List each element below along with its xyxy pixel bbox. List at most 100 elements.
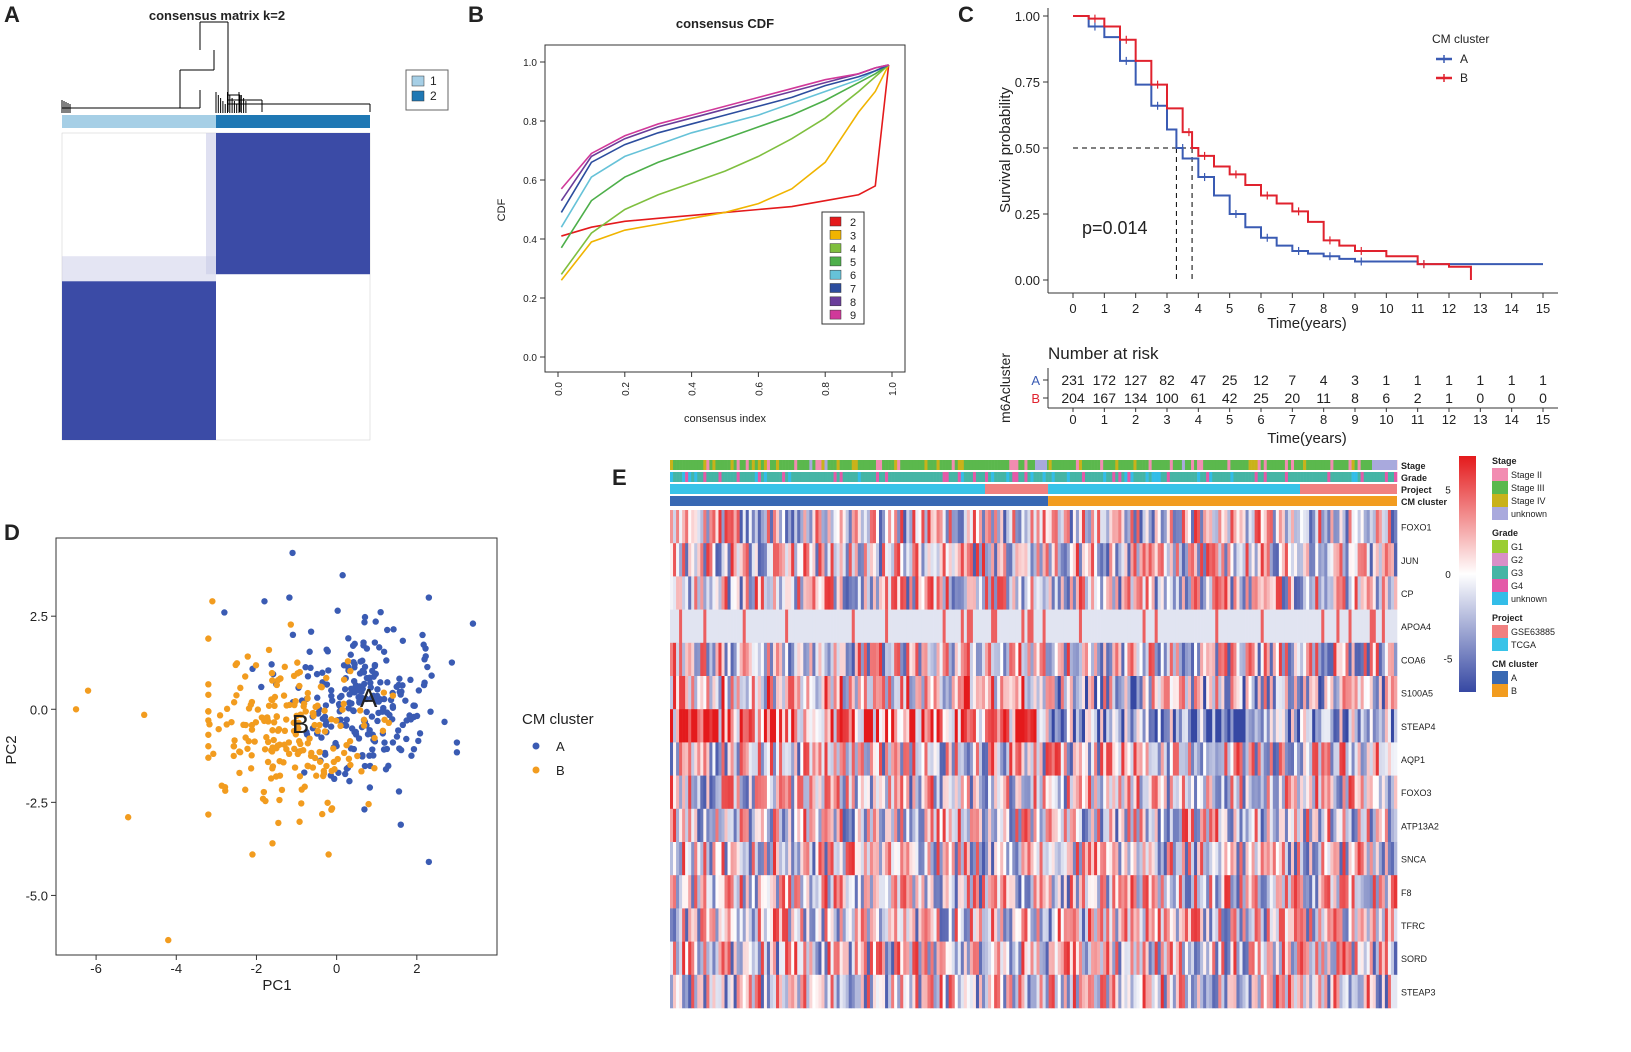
heatmap-cell (1233, 908, 1237, 942)
heatmap-cell (1072, 609, 1077, 644)
heatmap-cell (1148, 510, 1152, 544)
heatmap-cell (866, 709, 871, 743)
heatmap-cell (1239, 543, 1243, 577)
heatmap-cell (776, 974, 780, 1009)
anno-stage-cell (1012, 460, 1016, 470)
heatmap-cell (1300, 543, 1304, 577)
heatmap-cell (827, 642, 831, 677)
heatmap-cell (1345, 510, 1349, 544)
heatmap-cell (1342, 908, 1346, 942)
anno-grade-cell (1251, 472, 1255, 482)
heatmap-cell (727, 642, 731, 677)
heatmap-cell (745, 642, 750, 677)
heatmap-cell (1251, 908, 1255, 942)
heatmap-cell (730, 709, 734, 743)
heatmap-cell (791, 875, 795, 909)
anno-stage-cell (1109, 460, 1113, 470)
heatmap-cell (991, 742, 995, 776)
heatmap-cell (1094, 742, 1098, 776)
heatmap-cell (1012, 576, 1016, 610)
heatmap-cell (821, 510, 825, 544)
heatmap-cell (706, 941, 710, 976)
anno-stage-cell (785, 460, 789, 470)
heatmap-cell (1197, 709, 1201, 743)
heatmap-cell (776, 642, 780, 677)
heatmap-cell (909, 642, 913, 677)
heatmap-cell (712, 576, 716, 610)
heatmap-cell (824, 742, 828, 776)
heatmap-cell (818, 875, 822, 909)
heatmap-cell (1212, 908, 1216, 942)
heatmap-cell (1097, 609, 1101, 644)
cdf-line-k4 (560, 64, 890, 275)
heatmap-cell (718, 875, 722, 909)
heatmap-cell (727, 742, 731, 776)
point-B (298, 786, 305, 793)
heatmap-cell (724, 609, 728, 644)
heatmap-cell (900, 510, 904, 544)
heatmap-cell (1048, 543, 1052, 577)
heatmap-cell (827, 676, 831, 710)
risk-count-B: 25 (1253, 390, 1269, 406)
heatmap-cell (818, 543, 822, 577)
heatmap-cell (885, 742, 889, 776)
point-B (296, 682, 303, 690)
heatmap-cell (1045, 642, 1049, 677)
anno-grade-cell (836, 472, 840, 482)
heatmap-cell (1351, 609, 1355, 644)
heatmap-cell (1157, 908, 1162, 942)
heatmap-cell (1278, 676, 1283, 710)
heatmap-cell (1133, 842, 1137, 876)
heatmap-cell (1030, 941, 1034, 976)
heatmap-cell (1124, 609, 1128, 644)
anno-grade-cell (1191, 472, 1195, 482)
heatmap-cell (891, 941, 895, 976)
x-tick-label: 8 (1320, 301, 1327, 316)
anno-grade-cell (1154, 472, 1158, 482)
heatmap-cell (748, 742, 753, 776)
point-B (317, 683, 325, 690)
heatmap-cell (1163, 709, 1168, 743)
heatmap-cell (1027, 974, 1031, 1009)
heatmap-cell (1297, 510, 1301, 544)
heatmap-cell (1009, 941, 1013, 976)
anno-stage-cell (1354, 460, 1358, 470)
heatmap-cell (1360, 974, 1364, 1009)
heatmap-cell (951, 609, 956, 644)
heatmap-cell (676, 742, 680, 776)
heatmap-cell (1124, 908, 1128, 942)
heatmap-cell (800, 709, 804, 743)
centroid-label-B: B (292, 709, 309, 739)
anno-stage-cell (1027, 460, 1031, 470)
heatmap-cell (879, 510, 883, 544)
heatmap-cell (1191, 709, 1195, 743)
heatmap-cell (682, 941, 686, 976)
heatmap-cell (1012, 974, 1016, 1009)
heatmap-cell (1063, 974, 1068, 1009)
heatmap-cell (1009, 742, 1013, 776)
anno-grade-cell (1169, 472, 1174, 482)
heatmap-cell (833, 974, 837, 1009)
heatmap-cell (1281, 908, 1286, 942)
anno-grade-cell (685, 472, 689, 482)
anno-grade-cell (700, 472, 704, 482)
heatmap-cell (1094, 875, 1098, 909)
heatmap-cell (1145, 842, 1149, 876)
heatmap-cell (839, 808, 843, 843)
heatmap-cell (769, 875, 774, 909)
anno-stage-cell (845, 460, 850, 470)
heatmap-cell (772, 543, 777, 577)
heatmap-cell (1054, 808, 1059, 843)
anno-grade-cell (754, 472, 759, 482)
heatmap-cell (1094, 908, 1098, 942)
heatmap-cell (1172, 642, 1177, 677)
point-B (314, 727, 321, 735)
heatmap-cell (682, 908, 686, 942)
heatmap-cell (1136, 510, 1140, 544)
heatmap-cell (1333, 642, 1337, 677)
heatmap-cell (1257, 908, 1261, 942)
anno-stage-cell (957, 460, 962, 470)
point-A (408, 752, 415, 759)
heatmap-cell (906, 609, 910, 644)
heatmap-cell (688, 510, 692, 544)
